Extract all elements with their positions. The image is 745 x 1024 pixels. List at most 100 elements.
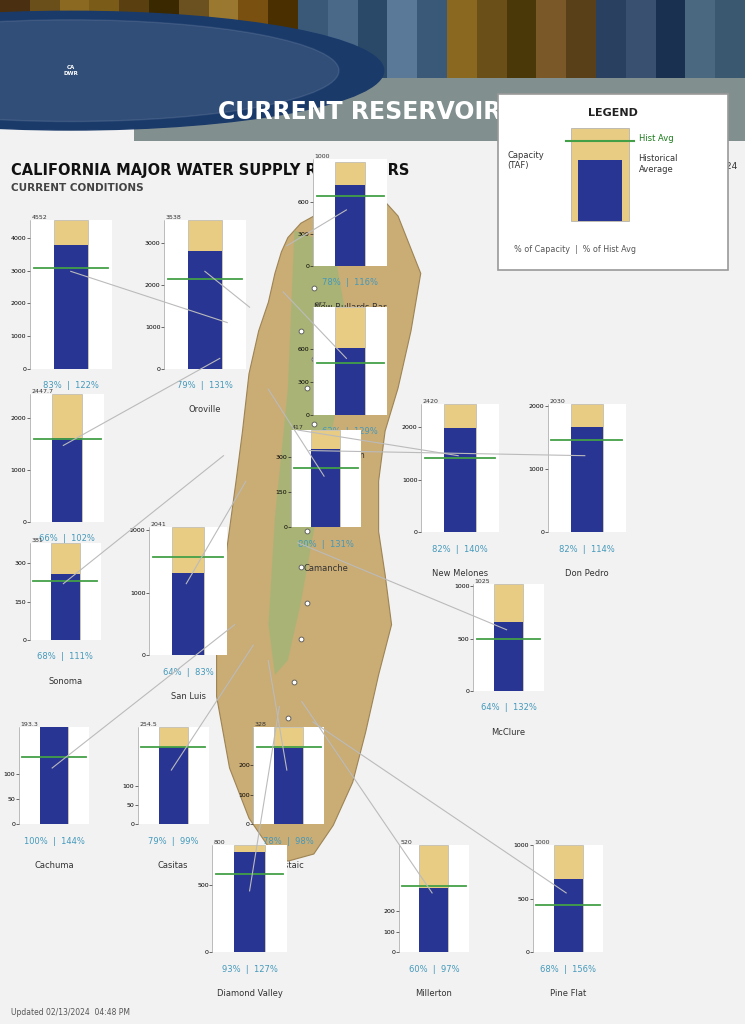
Bar (554, 880, 583, 952)
Bar (52, 394, 82, 522)
Bar (596, 0, 626, 88)
Polygon shape (217, 173, 421, 861)
Bar (298, 0, 328, 88)
Text: 2447.7: 2447.7 (31, 389, 54, 394)
Text: Trinity: Trinity (54, 559, 80, 568)
Text: 79%  |  131%: 79% | 131% (177, 381, 232, 390)
Text: 68%  |  111%: 68% | 111% (37, 652, 93, 662)
Text: LEGEND: LEGEND (588, 109, 638, 119)
Text: % of Capacity  |  % of Hist Avg: % of Capacity | % of Hist Avg (514, 246, 636, 254)
Text: 800: 800 (214, 840, 226, 845)
Text: 78%  |  98%: 78% | 98% (263, 837, 314, 846)
FancyBboxPatch shape (498, 94, 728, 269)
Text: 93%  |  127%: 93% | 127% (222, 965, 277, 974)
Text: 254.5: 254.5 (139, 722, 157, 727)
Text: Don Pedro: Don Pedro (565, 569, 609, 579)
Bar (39, 727, 69, 824)
Text: 381: 381 (31, 538, 43, 543)
Bar (54, 246, 87, 369)
Bar (444, 404, 476, 532)
Bar (179, 0, 209, 88)
Text: New Bullards Bar: New Bullards Bar (314, 303, 387, 312)
Bar (507, 0, 536, 88)
Bar (335, 348, 365, 415)
Text: 1000: 1000 (314, 154, 330, 159)
Text: 2041: 2041 (150, 522, 167, 527)
Bar (172, 527, 204, 655)
Text: Hist Avg: Hist Avg (638, 134, 673, 143)
Bar (188, 252, 222, 369)
Text: Sonoma: Sonoma (48, 677, 82, 686)
Bar (577, 160, 622, 221)
Bar (268, 0, 298, 88)
Text: 64%  |  132%: 64% | 132% (481, 703, 536, 713)
Bar (0, 0, 30, 88)
Bar (477, 0, 507, 88)
Bar (417, 0, 447, 88)
Text: 80%  |  131%: 80% | 131% (298, 540, 354, 549)
Bar (30, 0, 60, 88)
Bar (274, 749, 303, 824)
Bar (494, 584, 523, 691)
Bar (172, 573, 204, 655)
Text: Capacity
(TAF): Capacity (TAF) (507, 151, 544, 170)
Polygon shape (268, 230, 346, 675)
Text: CALIFORNIA MAJOR WATER SUPPLY RESERVOIRS: CALIFORNIA MAJOR WATER SUPPLY RESERVOIRS (11, 164, 410, 178)
Text: Updated 02/13/2024  04:48 PM: Updated 02/13/2024 04:48 PM (11, 1008, 130, 1017)
Bar (235, 845, 264, 952)
Text: 328: 328 (255, 722, 267, 727)
Bar (554, 845, 583, 952)
Bar (159, 727, 188, 824)
Text: 66%  |  102%: 66% | 102% (39, 535, 95, 544)
Text: 62%  |  129%: 62% | 129% (323, 427, 378, 436)
Text: 1025: 1025 (475, 579, 490, 584)
Bar (335, 307, 365, 415)
Bar (571, 427, 603, 532)
Text: Midnight - February 12, 2024: Midnight - February 12, 2024 (606, 163, 738, 171)
Text: 83%  |  122%: 83% | 122% (43, 381, 98, 390)
Text: Camanche: Camanche (303, 564, 349, 573)
Bar (119, 0, 149, 88)
Bar (311, 430, 340, 527)
Text: 520: 520 (400, 840, 412, 845)
Bar (89, 0, 119, 88)
Bar (328, 0, 358, 88)
Bar (134, 78, 745, 141)
Bar (51, 573, 80, 640)
Text: Shasta: Shasta (57, 406, 85, 415)
Bar (188, 220, 222, 369)
Bar (387, 0, 417, 88)
Text: 193.3: 193.3 (20, 722, 38, 727)
Bar (39, 727, 69, 824)
Bar (274, 727, 303, 824)
Text: Pine Flat: Pine Flat (550, 989, 586, 998)
Bar (571, 404, 603, 532)
Text: 68%  |  156%: 68% | 156% (540, 965, 596, 974)
Bar (444, 428, 476, 532)
Text: Diamond Valley: Diamond Valley (217, 989, 282, 998)
Text: McClure: McClure (492, 728, 525, 737)
Bar (335, 163, 365, 266)
Bar (159, 748, 188, 824)
Text: 82%  |  114%: 82% | 114% (559, 545, 615, 554)
Bar (149, 0, 179, 88)
Text: 64%  |  83%: 64% | 83% (162, 668, 214, 677)
Text: 977: 977 (314, 302, 326, 307)
Bar (335, 185, 365, 266)
Bar (52, 437, 82, 522)
Text: CURRENT CONDITIONS: CURRENT CONDITIONS (11, 183, 144, 193)
Text: CA
DWR: CA DWR (63, 66, 78, 76)
Text: 60%  |  97%: 60% | 97% (409, 965, 459, 974)
Bar (419, 845, 448, 952)
Text: Millerton: Millerton (416, 989, 452, 998)
Bar (238, 0, 268, 88)
Text: Casitas: Casitas (158, 861, 188, 870)
Bar (419, 888, 448, 952)
Text: 79%  |  99%: 79% | 99% (148, 837, 198, 846)
Text: 100%  |  144%: 100% | 144% (24, 837, 84, 846)
Text: New Melones: New Melones (432, 569, 488, 579)
Bar (571, 128, 630, 221)
Text: 2420: 2420 (422, 399, 439, 404)
Text: CURRENT RESERVOIR CONDITIONS: CURRENT RESERVOIR CONDITIONS (218, 99, 676, 124)
Bar (60, 0, 89, 88)
